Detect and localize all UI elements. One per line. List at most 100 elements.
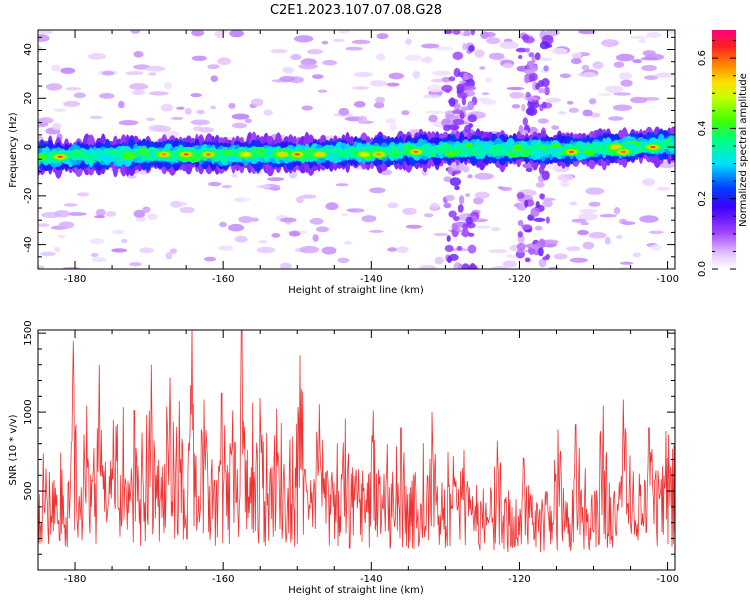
stripe-blob	[525, 47, 530, 53]
stripe-blob	[447, 166, 454, 175]
noise-blob	[630, 96, 648, 104]
stripe-blob	[535, 182, 545, 188]
noise-blob	[657, 187, 670, 191]
stripe-blob	[448, 124, 460, 131]
peak-mark	[241, 152, 250, 157]
noise-blob	[142, 206, 151, 213]
x-tick-label: -140	[360, 574, 383, 585]
noise-blob	[99, 93, 115, 99]
stripe-blob	[449, 177, 461, 187]
noise-blob	[338, 107, 350, 116]
stripe-blob	[461, 263, 470, 269]
colorbar-tick-label: 0.6	[697, 50, 708, 66]
noise-blob	[40, 251, 56, 257]
stripe-blob	[529, 102, 540, 109]
stripe-blob	[448, 210, 457, 218]
stripe-blob	[465, 85, 477, 91]
noise-blob	[121, 238, 128, 244]
noise-blob	[147, 213, 158, 220]
noise-blob	[389, 123, 398, 131]
noise-blob	[386, 82, 400, 87]
peak-mark	[183, 153, 189, 156]
noise-blob	[473, 197, 484, 205]
noise-blob	[87, 53, 107, 60]
noise-blob	[582, 72, 597, 78]
noise-blob	[612, 104, 633, 111]
noise-blob	[196, 109, 205, 115]
x-tick-label: -180	[64, 574, 87, 585]
peak-mark	[413, 150, 419, 153]
noise-blob	[90, 115, 103, 120]
stripe-blob	[517, 219, 524, 227]
y-tick-label: 0	[23, 144, 34, 150]
band-patch	[390, 150, 402, 155]
noise-blob	[582, 109, 593, 117]
noise-blob	[176, 106, 185, 110]
stripe-blob	[543, 65, 549, 72]
stripe-blob	[467, 114, 477, 123]
band-patch	[444, 151, 458, 158]
noise-blob	[358, 115, 368, 123]
stripe-blob	[545, 216, 550, 224]
noise-blob	[300, 194, 317, 199]
noise-blob	[238, 216, 254, 223]
stripe-blob	[539, 193, 545, 200]
noise-blob	[208, 181, 222, 187]
noise-blob	[184, 108, 192, 115]
stripe-blob	[521, 224, 532, 231]
band-patch	[137, 147, 150, 156]
noise-blob	[164, 82, 172, 90]
noise-blob	[325, 202, 339, 211]
noise-blob	[405, 38, 412, 45]
noise-blob	[630, 35, 649, 39]
noise-blob	[231, 173, 238, 178]
stripe-blob	[453, 216, 460, 222]
noise-blob	[73, 92, 86, 99]
noise-blob	[133, 209, 146, 218]
noise-blob	[146, 117, 155, 122]
noise-blob	[219, 221, 227, 228]
stripe-blob	[461, 96, 467, 106]
spectrogram-frame	[37, 29, 676, 270]
stripe-blob	[528, 246, 536, 255]
band-patch	[667, 146, 675, 152]
noise-blob	[53, 210, 71, 218]
noise-blob	[550, 47, 568, 55]
noise-blob	[290, 53, 302, 61]
stripe-blob	[541, 101, 547, 109]
noise-blob	[474, 172, 494, 180]
noise-blob	[198, 127, 215, 133]
noise-blob	[578, 213, 598, 221]
band-patch	[397, 145, 404, 152]
noise-blob	[190, 119, 210, 126]
noise-blob	[67, 212, 87, 216]
stripe-blob	[453, 262, 462, 269]
stripe-blob	[525, 91, 531, 99]
band-patch	[252, 146, 267, 155]
noise-blob	[218, 245, 234, 251]
noise-blob	[321, 40, 329, 45]
noise-blob	[644, 75, 659, 80]
stripe-blob	[524, 75, 530, 84]
noise-blob	[592, 61, 604, 70]
stripe-blob	[525, 257, 531, 263]
noise-blob	[616, 235, 623, 239]
stripe-blob	[523, 68, 536, 75]
noise-blob	[309, 217, 324, 225]
noise-blob	[267, 177, 285, 182]
noise-blob	[376, 53, 386, 61]
peak-mark	[205, 153, 211, 156]
noise-blob	[179, 206, 195, 214]
figure-title: C2E1.2023.107.07.08.G28	[270, 3, 442, 18]
noise-blob	[294, 35, 314, 43]
stripe-blob	[458, 195, 465, 205]
noise-blob	[580, 221, 589, 226]
stripe-blob	[445, 88, 451, 93]
noise-blob	[169, 248, 178, 254]
stripe-blob	[537, 88, 546, 94]
snr-panel: -180 -160 -140 -120 -100 500 1000 1500 Height o…	[8, 320, 679, 596]
y-tick-label: -20	[23, 188, 34, 204]
noise-blob	[94, 215, 105, 219]
noise-blob	[505, 254, 517, 259]
noise-blob	[250, 98, 264, 107]
